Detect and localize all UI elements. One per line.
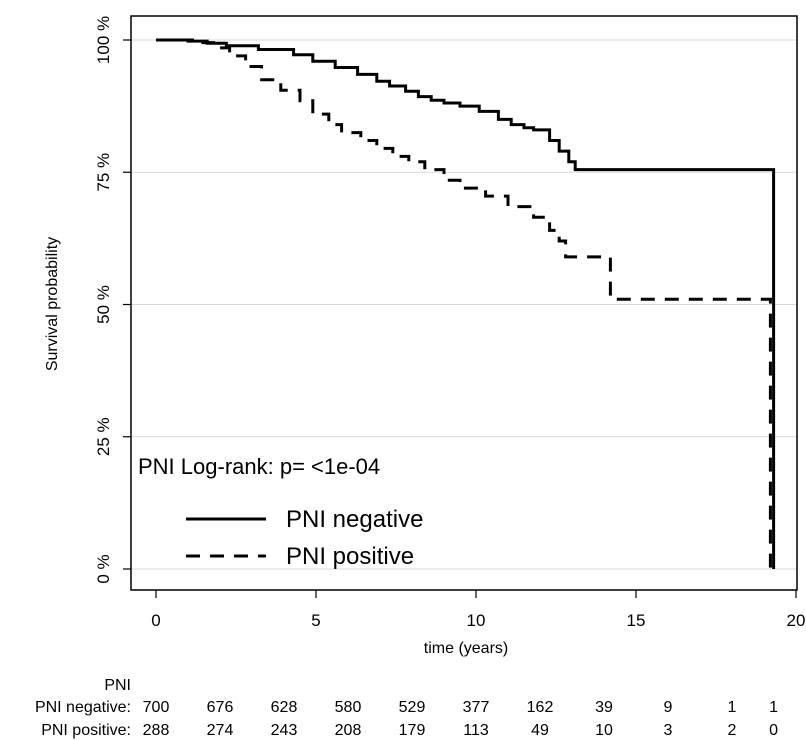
risk-cell: 628	[271, 699, 298, 716]
x-tick-label: 15	[627, 611, 646, 630]
legend-label-pni-positive: PNI positive	[286, 543, 414, 570]
risk-cell: 580	[335, 699, 362, 716]
risk-cell: 529	[399, 699, 426, 716]
risk-cell: 243	[271, 722, 298, 739]
risk-cell: 676	[207, 699, 234, 716]
risk-cell: 2	[728, 722, 737, 739]
x-tick-label: 20	[787, 611, 806, 630]
risk-table-title: PNI	[104, 677, 131, 694]
y-tick-label: 100 %	[94, 16, 113, 64]
y-axis-title: Survival probability	[44, 237, 61, 371]
legend-label-pni-negative: PNI negative	[286, 506, 423, 533]
risk-cell: 377	[463, 699, 490, 716]
risk-cell: 179	[399, 722, 426, 739]
x-tick-label: 10	[467, 611, 486, 630]
x-tick-label: 0	[151, 611, 160, 630]
risk-cell: 39	[595, 699, 613, 716]
legend: PNI negative PNI positive	[186, 506, 423, 570]
x-tick-label: 5	[311, 611, 320, 630]
plot-frame	[130, 15, 798, 591]
risk-row-label-positive: PNI positive:	[41, 722, 131, 739]
y-tick-label: 50 %	[94, 285, 113, 324]
x-axis-title: time (years)	[424, 640, 508, 657]
series-line-pni-positive	[156, 38, 772, 569]
risk-cell: 208	[335, 722, 362, 739]
risk-cell: 49	[531, 722, 549, 739]
y-tick-label: 25 %	[94, 417, 113, 456]
series-line-pni-negative	[156, 38, 776, 569]
risk-cell: 1	[769, 699, 778, 716]
risk-cell: 0	[769, 722, 778, 739]
risk-cell: 288	[143, 722, 170, 739]
grid-lines	[131, 39, 797, 570]
risk-cell: 162	[527, 699, 554, 716]
risk-values: 700 676 628 580 529 377 162 39 9 1 1 288 274 243 208 17…	[143, 699, 778, 739]
axes: 0 % 25 % 50 % 75 % 100 % 0 5 10 15 20	[94, 16, 805, 630]
risk-cell: 1	[728, 699, 737, 716]
y-tick-label: 0 %	[94, 554, 113, 583]
risk-cell: 10	[595, 722, 613, 739]
risk-cell: 274	[207, 722, 234, 739]
risk-cell: 9	[664, 699, 673, 716]
risk-cell: 113	[463, 722, 489, 739]
survival-curves	[156, 38, 776, 569]
y-tick-label: 75 %	[94, 153, 113, 192]
risk-cell: 3	[664, 722, 673, 739]
risk-cell: 700	[143, 699, 170, 716]
logrank-annotation: PNI Log-rank: p= <1e-04	[138, 454, 380, 479]
risk-table: PNI PNI negative: PNI positive: 700 676 62…	[35, 677, 778, 739]
risk-row-label-negative: PNI negative:	[35, 699, 131, 716]
